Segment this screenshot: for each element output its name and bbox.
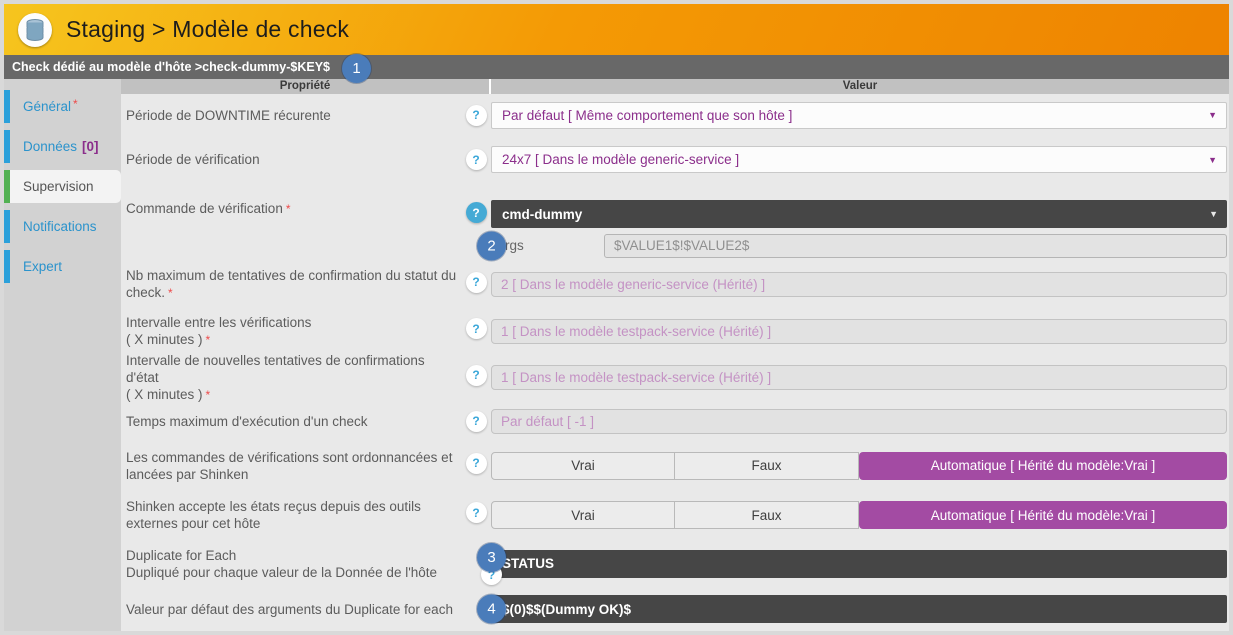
faux-button[interactable]: Faux xyxy=(675,501,859,530)
property-column-header: Propriété xyxy=(121,79,491,94)
chevron-down-icon: ▼ xyxy=(1209,209,1218,220)
property-label: Valeur par défaut des arguments du Dupli… xyxy=(126,601,453,617)
table-row-max-check-attempts: Nb maximum de tentatives de confirmation… xyxy=(121,261,1229,308)
help-icon[interactable]: ? xyxy=(465,364,487,386)
retry-interval-input[interactable]: 1 [ Dans le modèle testpack-service (Hér… xyxy=(491,365,1227,391)
property-label: Temps maximum d'exécution d'un check xyxy=(126,413,368,429)
help-icon[interactable]: ? xyxy=(465,271,487,293)
help-icon[interactable]: ? xyxy=(465,410,487,432)
sidebar-item-label: Données xyxy=(23,139,78,154)
duplicate-for-each-input[interactable]: STATUS xyxy=(491,549,1227,578)
table-header: Propriété Valeur xyxy=(121,79,1229,94)
vrai-button[interactable]: Vrai xyxy=(491,501,675,530)
property-label: Intervalle entre les vérifications xyxy=(126,314,312,330)
table-row-check-period: Période de vérification ? 24x7 [ Dans le… xyxy=(121,137,1229,184)
required-asterisk: * xyxy=(205,332,211,347)
app-window: Staging > Modèle de check Check dédié au… xyxy=(4,4,1229,631)
duplicate-default-args-input[interactable]: $(0)$$(Dummy OK)$ xyxy=(491,595,1227,624)
annotation-badge-1: 1 xyxy=(342,53,371,83)
sidebar-item-label: Expert xyxy=(23,259,63,274)
table-row-duplicate-default-args: Valeur par défaut des arguments du Dupli… xyxy=(121,587,1229,631)
sidebar-item-general[interactable]: Général * xyxy=(4,90,121,123)
automatique-button[interactable]: Automatique [ Hérité du modèle:Vrai ] xyxy=(859,501,1227,530)
property-label-line2: ( X minutes ) xyxy=(126,331,203,347)
sidebar-item-supervision[interactable]: Supervision xyxy=(4,170,121,203)
property-label: Duplicate for Each xyxy=(126,547,237,563)
faux-button[interactable]: Faux xyxy=(675,451,859,480)
sidebar-item-expert[interactable]: Expert xyxy=(4,250,121,283)
table-row-downtime-period: Période de DOWNTIME récurente ? Par défa… xyxy=(121,94,1229,137)
page-header: Staging > Modèle de check xyxy=(4,4,1229,55)
donnees-count-badge: [0] xyxy=(82,139,99,154)
help-icon[interactable]: ? xyxy=(465,452,487,474)
help-icon[interactable]: ? xyxy=(465,104,487,126)
property-label: Période de vérification xyxy=(126,152,260,168)
property-label-line2: ( X minutes ) xyxy=(126,386,203,402)
property-label: Période de DOWNTIME récurente xyxy=(126,107,331,123)
property-label-line2: Dupliqué pour chaque valeur de la Donnée… xyxy=(126,564,438,580)
tab-accent-bar xyxy=(4,250,10,283)
annotation-badge-4: 4 xyxy=(477,594,506,624)
annotation-badge-3: 3 xyxy=(477,542,506,572)
property-label: Shinken accepte les états reçus depuis d… xyxy=(126,499,421,532)
required-asterisk: * xyxy=(285,202,291,217)
sidebar-item-label: Notifications xyxy=(23,219,97,234)
command-args-input[interactable]: $VALUE1$!$VALUE2$ xyxy=(604,233,1227,258)
annotation-badge-2: 2 xyxy=(477,231,506,261)
required-asterisk: * xyxy=(73,97,78,111)
table-row-check-command: Commande de vérification * ? cmd-dummy ▼ … xyxy=(121,183,1229,261)
vrai-button[interactable]: Vrai xyxy=(491,451,675,480)
automatique-button[interactable]: Automatique [ Hérité du modèle:Vrai ] xyxy=(859,451,1227,480)
table-row-max-execution-time: Temps maximum d'exécution d'un check ? P… xyxy=(121,401,1229,441)
max-check-attempts-input[interactable]: 2 [ Dans le modèle generic-service (Héri… xyxy=(491,272,1227,298)
help-icon[interactable]: ? xyxy=(465,502,487,524)
required-asterisk: * xyxy=(168,286,173,301)
property-label: Commande de vérification xyxy=(126,201,283,217)
chevron-down-icon: ▼ xyxy=(1208,154,1217,165)
value-column-header: Valeur xyxy=(842,80,878,92)
sidebar-item-notifications[interactable]: Notifications xyxy=(4,210,121,243)
tab-accent-bar xyxy=(4,170,10,203)
args-label: Args xyxy=(496,238,524,254)
tab-accent-bar xyxy=(4,130,10,163)
table-row-duplicate-for-each: Duplicate for Each Dupliqué pour chaque … xyxy=(121,540,1229,588)
table-row-check-interval: Intervalle entre les vérifications ( X m… xyxy=(121,308,1229,355)
help-icon[interactable]: ? xyxy=(465,202,487,224)
passive-checks-toggle-group: Vrai Faux Automatique [ Hérité du modèle… xyxy=(491,501,1227,530)
sidebar: Général * Données [0] Supervision Notifica… xyxy=(4,79,121,631)
table-row-passive-checks-enabled: Shinken accepte les états reçus depuis d… xyxy=(121,490,1229,539)
properties-panel: Propriété Valeur Période de DOWNTIME réc… xyxy=(121,79,1229,631)
database-icon xyxy=(18,12,52,47)
subheader-bar: Check dédié au modèle d'hôte >check-dumm… xyxy=(4,53,1229,83)
downtime-period-select[interactable]: Par défaut [ Même comportement que son h… xyxy=(491,101,1227,129)
check-command-select[interactable]: cmd-dummy ▼ xyxy=(491,200,1227,229)
subheader-text: Check dédié au modèle d'hôte >check-dumm… xyxy=(12,60,330,74)
check-interval-input[interactable]: 1 [ Dans le modèle testpack-service (Hér… xyxy=(491,318,1227,344)
max-execution-time-input[interactable]: Par défaut [ -1 ] xyxy=(491,408,1227,434)
sidebar-item-donnees[interactable]: Données [0] xyxy=(4,130,121,163)
table-row-active-checks-enabled: Les commandes de vérifications sont ordo… xyxy=(121,441,1229,490)
required-asterisk: * xyxy=(205,387,211,402)
tab-accent-bar xyxy=(4,210,10,243)
help-icon[interactable]: ? xyxy=(465,318,487,340)
chevron-down-icon: ▼ xyxy=(1208,110,1217,121)
check-period-select[interactable]: 24x7 [ Dans le modèle generic-service ] … xyxy=(491,146,1227,174)
active-checks-toggle-group: Vrai Faux Automatique [ Hérité du modèle… xyxy=(491,451,1227,480)
property-label: Intervalle de nouvelles tentatives de co… xyxy=(126,352,425,385)
sidebar-item-label: Général xyxy=(23,99,72,114)
sidebar-item-label: Supervision xyxy=(23,179,94,194)
help-icon[interactable]: ? xyxy=(465,149,487,171)
page-title: Staging > Modèle de check xyxy=(66,16,350,42)
table-row-retry-interval: Intervalle de nouvelles tentatives de co… xyxy=(121,352,1229,402)
property-label: Les commandes de vérifications sont ordo… xyxy=(126,449,453,482)
tab-accent-bar xyxy=(4,90,10,123)
property-label: Nb maximum de tentatives de confirmation… xyxy=(126,268,457,301)
